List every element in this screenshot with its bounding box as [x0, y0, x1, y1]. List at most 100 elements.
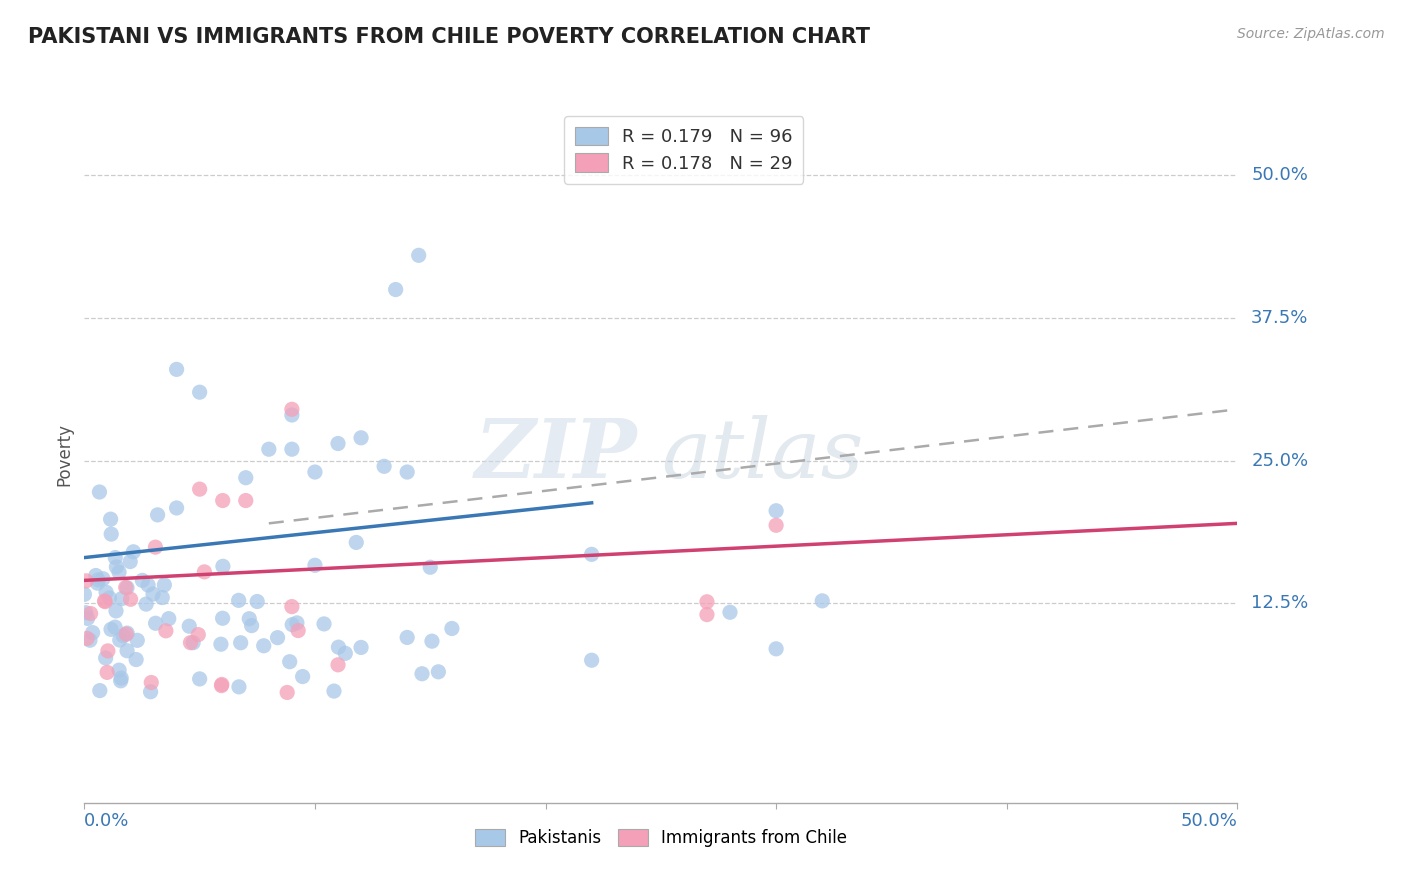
Point: [696, 595, 718, 609]
Point: [765, 641, 787, 656]
Point: [155, 624, 177, 638]
Point: [281, 408, 304, 422]
Point: [188, 482, 211, 496]
Point: [291, 669, 314, 683]
Point: [87, 573, 110, 587]
Point: [193, 565, 215, 579]
Point: [110, 673, 132, 688]
Point: [427, 665, 450, 679]
Point: [115, 626, 138, 640]
Point: [266, 631, 288, 645]
Point: [411, 666, 433, 681]
Point: [79, 607, 101, 621]
Point: [75, 606, 97, 620]
Point: [211, 679, 233, 693]
Legend: Pakistanis, Immigrants from Chile: Pakistanis, Immigrants from Chile: [468, 822, 853, 854]
Point: [179, 635, 201, 649]
Point: [108, 663, 131, 677]
Point: [86, 576, 108, 591]
Point: [581, 653, 603, 667]
Point: [235, 493, 257, 508]
Point: [105, 560, 128, 574]
Y-axis label: Poverty: Poverty: [55, 424, 73, 486]
Point: [75, 574, 97, 588]
Point: [98, 591, 121, 605]
Point: [253, 639, 276, 653]
Point: [396, 465, 419, 479]
Point: [350, 640, 373, 655]
Point: [114, 581, 136, 595]
Point: [122, 545, 145, 559]
Point: [323, 684, 346, 698]
Text: ZIP: ZIP: [475, 415, 638, 495]
Point: [135, 597, 157, 611]
Text: Source: ZipAtlas.com: Source: ZipAtlas.com: [1237, 27, 1385, 41]
Point: [281, 599, 304, 614]
Point: [335, 646, 357, 660]
Point: [127, 633, 149, 648]
Point: [108, 565, 131, 579]
Point: [188, 385, 211, 400]
Point: [142, 587, 165, 601]
Point: [344, 535, 367, 549]
Point: [166, 500, 188, 515]
Point: [187, 627, 209, 641]
Point: [229, 636, 252, 650]
Point: [408, 248, 430, 262]
Point: [94, 585, 117, 599]
Point: [157, 612, 180, 626]
Point: [145, 540, 167, 554]
Point: [136, 578, 159, 592]
Point: [89, 683, 111, 698]
Point: [76, 611, 98, 625]
Point: [304, 465, 326, 479]
Point: [581, 547, 603, 561]
Point: [211, 677, 233, 691]
Point: [326, 436, 349, 450]
Point: [115, 627, 138, 641]
Point: [304, 558, 326, 573]
Point: [384, 283, 406, 297]
Point: [228, 680, 250, 694]
Point: [420, 634, 443, 648]
Text: 25.0%: 25.0%: [1251, 451, 1309, 469]
Point: [141, 675, 163, 690]
Point: [120, 592, 142, 607]
Point: [765, 518, 787, 533]
Point: [696, 607, 718, 622]
Point: [209, 637, 232, 651]
Point: [312, 616, 335, 631]
Point: [240, 618, 263, 632]
Point: [76, 632, 98, 646]
Point: [257, 442, 280, 457]
Point: [228, 593, 250, 607]
Point: [125, 652, 148, 666]
Point: [97, 644, 120, 658]
Point: [115, 644, 138, 658]
Point: [100, 623, 122, 637]
Point: [287, 624, 309, 638]
Point: [91, 572, 114, 586]
Point: [212, 559, 235, 574]
Point: [73, 587, 96, 601]
Point: [326, 657, 349, 672]
Point: [350, 431, 373, 445]
Point: [145, 616, 167, 631]
Text: 12.5%: 12.5%: [1251, 594, 1309, 612]
Point: [104, 620, 127, 634]
Point: [278, 655, 301, 669]
Point: [211, 611, 233, 625]
Point: [112, 629, 135, 643]
Point: [94, 651, 117, 665]
Point: [246, 594, 269, 608]
Text: atlas: atlas: [661, 415, 863, 495]
Text: 0.0%: 0.0%: [84, 812, 129, 830]
Point: [440, 622, 463, 636]
Point: [104, 550, 127, 565]
Text: 50.0%: 50.0%: [1181, 812, 1237, 830]
Point: [285, 615, 308, 630]
Point: [84, 568, 107, 582]
Point: [89, 485, 111, 500]
Point: [146, 508, 169, 522]
Point: [396, 631, 419, 645]
